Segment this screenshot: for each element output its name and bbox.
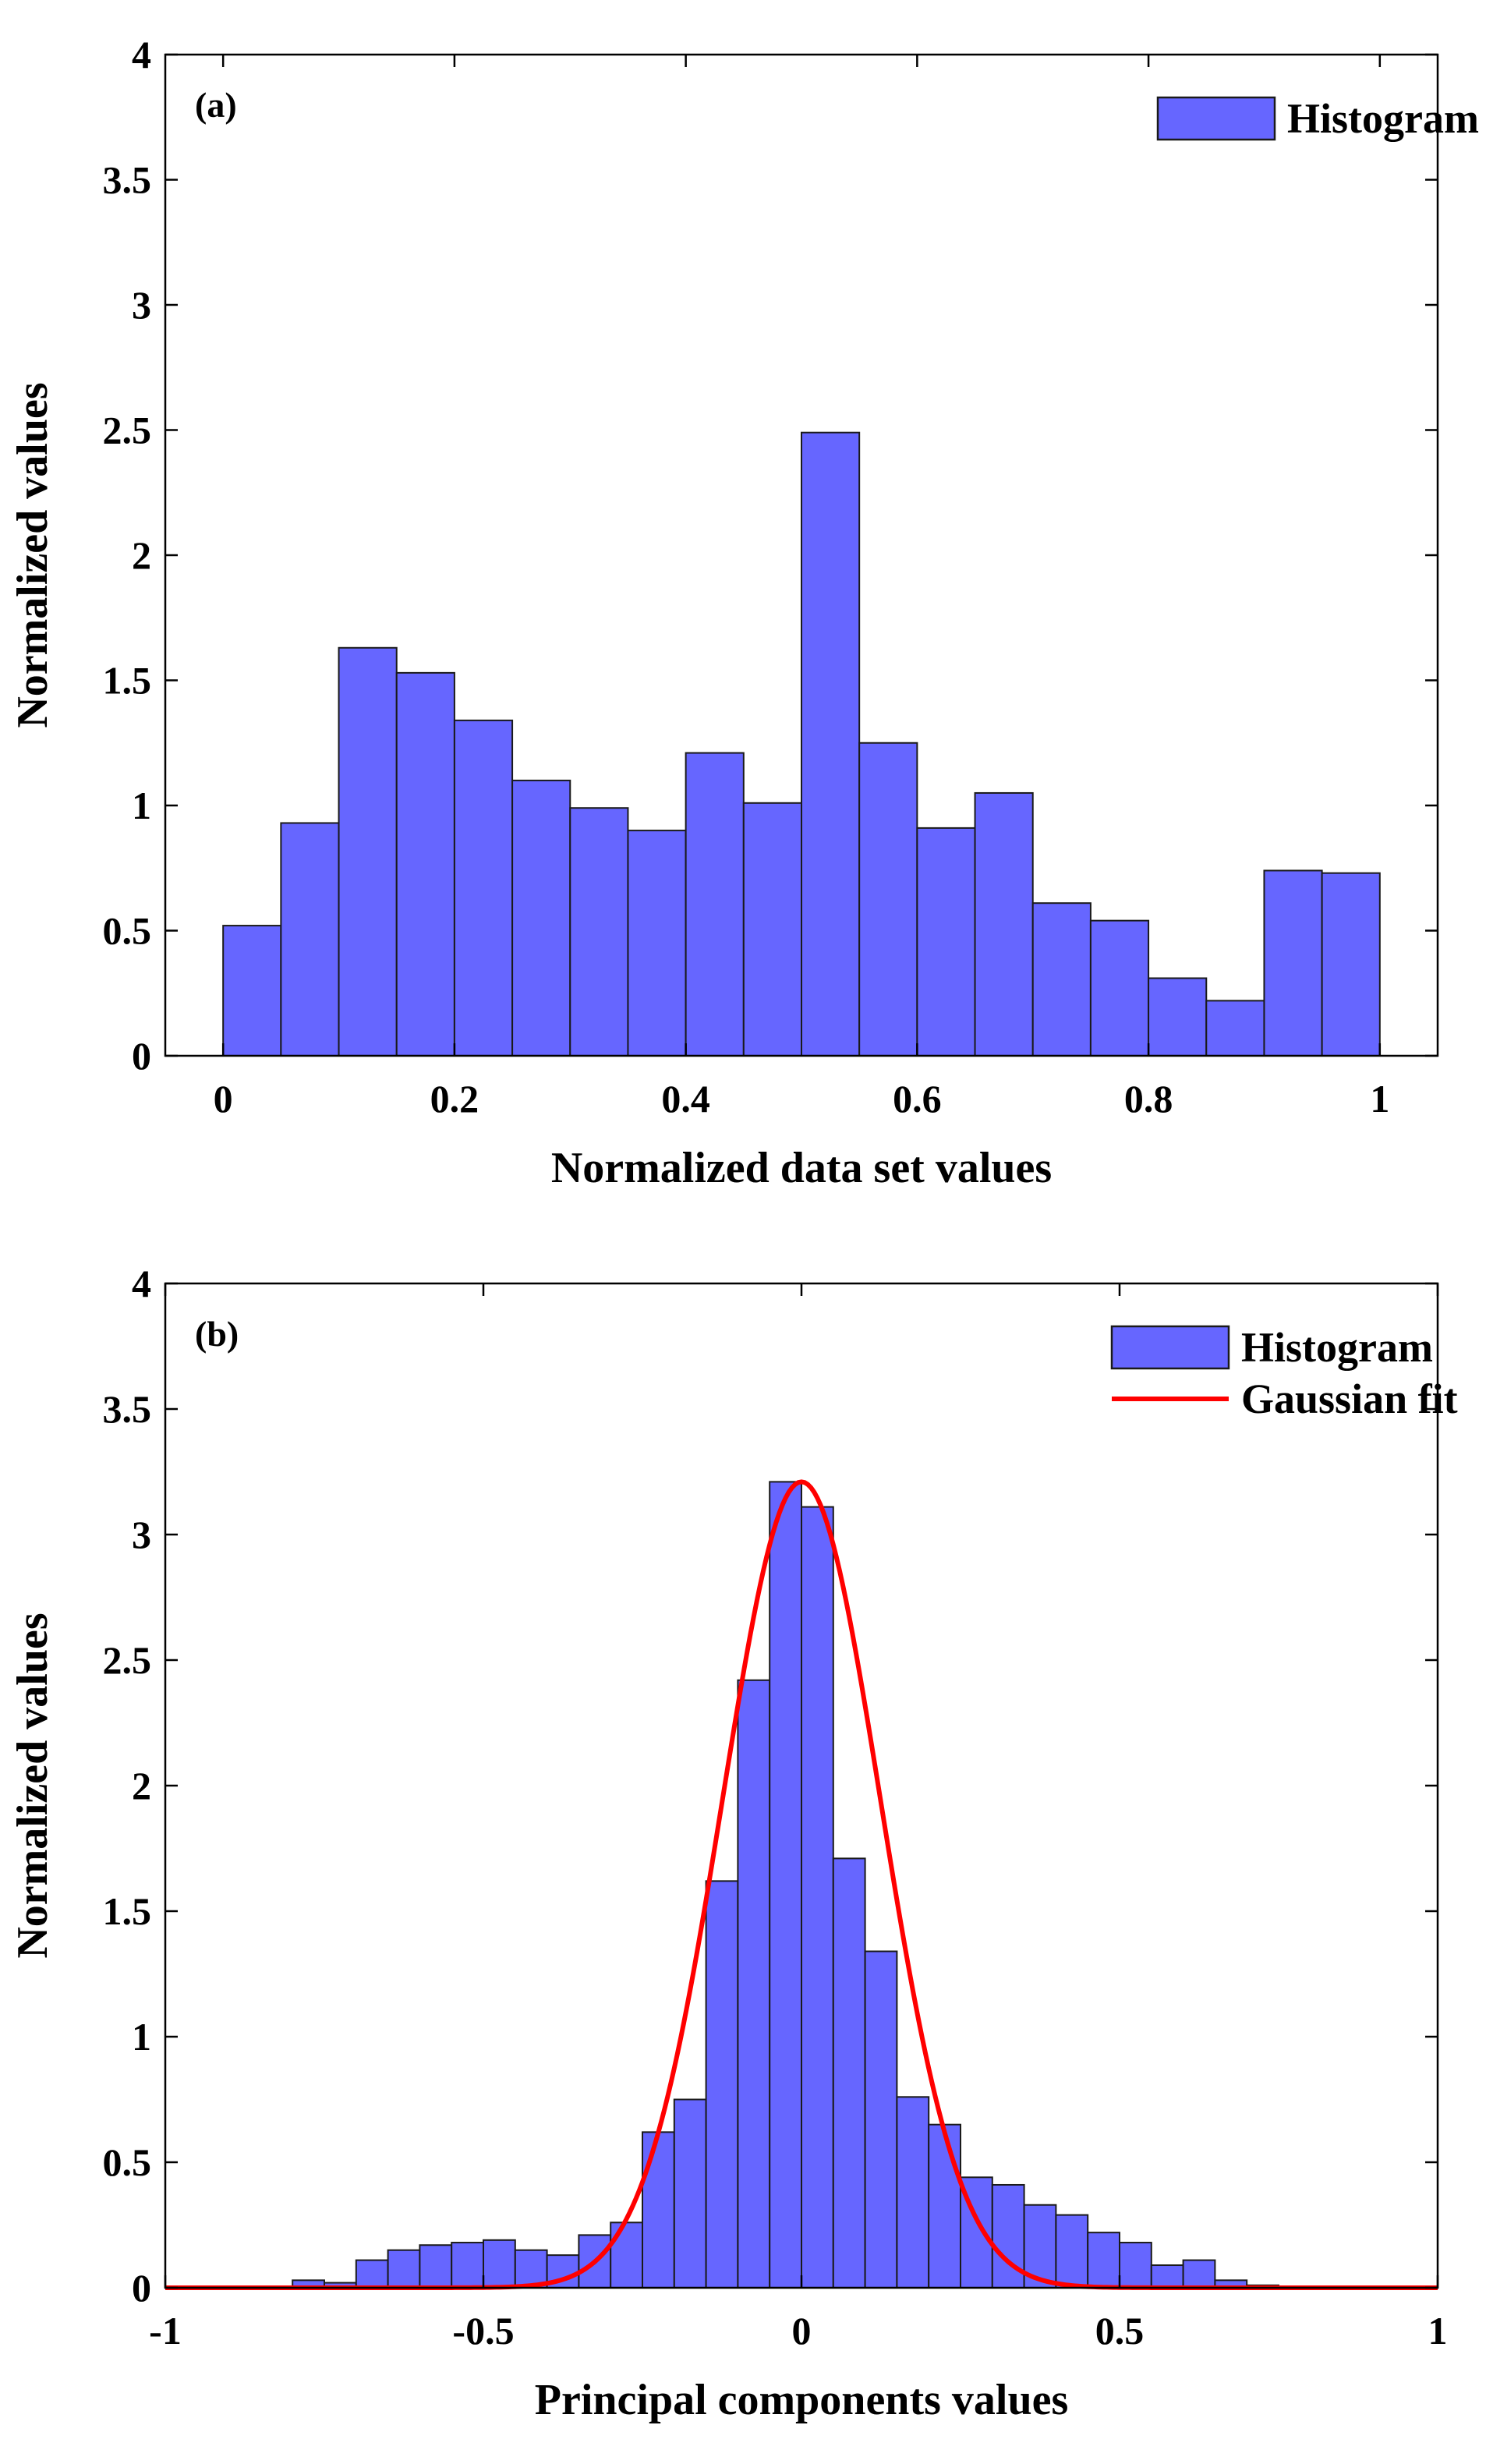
y-tick-label: 4: [132, 33, 151, 76]
y-tick-label: 3: [132, 283, 151, 327]
histogram-bar: [858, 742, 918, 1057]
x-tick-label: 0.8: [1124, 1077, 1173, 1120]
histogram-bar: [1321, 872, 1381, 1057]
y-axis-label: Normalized values: [9, 382, 57, 728]
chart-panel-0: 0 0.5 1 1.5 2 2.5 3 3.5 4 0 0.2 0.4 0.6 0.8 1 Normalize…: [9, 33, 1479, 1192]
histogram-bar: [627, 830, 687, 1057]
legend-swatch: [1156, 96, 1276, 141]
histogram-bar: [642, 2131, 675, 2289]
y-tick-label: 0: [132, 2266, 151, 2310]
panel-label: (b): [195, 1314, 239, 1354]
histogram-bar: [1205, 1000, 1265, 1057]
legend-swatch: [1110, 1325, 1230, 1370]
y-tick-label: 1: [132, 2015, 151, 2059]
x-tick-label: 0.4: [661, 1077, 710, 1120]
y-tick-label: 3: [132, 1513, 151, 1556]
x-axis-label: Principal components values: [535, 2376, 1068, 2424]
x-tick-label: -1: [149, 2309, 182, 2352]
histogram-bar: [511, 779, 571, 1057]
histogram-bar: [685, 752, 745, 1057]
histogram-bar: [1150, 2264, 1184, 2289]
histogram-bar: [737, 1679, 771, 2289]
chart-panel-1: 0 0.5 1 1.5 2 2.5 3 3.5 4 -1 -0.5 0 0.5 1 Principal co…: [9, 1262, 1458, 2424]
histogram-bar: [801, 431, 861, 1057]
y-tick-label: 3.5: [103, 158, 152, 202]
histogram-bar: [1087, 2232, 1120, 2289]
histogram-bar: [1148, 977, 1208, 1057]
panel-label: (a): [195, 85, 237, 125]
histogram-bar: [916, 827, 976, 1057]
histogram-bar: [419, 2244, 453, 2289]
histogram-bar: [928, 2123, 961, 2289]
legend-label: Gaussian fit: [1241, 1375, 1458, 1422]
x-tick-label: 0: [792, 2309, 812, 2352]
y-tick-label: 1.5: [103, 659, 152, 703]
x-axis-label: Normalized data set values: [551, 1144, 1052, 1192]
histogram-bar: [395, 671, 455, 1057]
histogram-bar: [769, 1481, 803, 2289]
histogram-bar: [1263, 869, 1323, 1057]
histogram-bar: [355, 2259, 389, 2289]
y-tick-label: 0.5: [103, 2140, 152, 2184]
histogram-bar: [569, 807, 629, 1057]
histogram-bar: [222, 925, 282, 1057]
histogram-bar: [338, 646, 398, 1057]
histogram-bar: [974, 791, 1034, 1057]
histogram-bar: [673, 2098, 707, 2289]
histogram-bar: [1031, 902, 1092, 1057]
y-tick-label: 4: [132, 1262, 151, 1305]
histogram-bar: [610, 2221, 644, 2289]
histogram-bar: [451, 2242, 485, 2289]
histogram-bar: [801, 1506, 834, 2289]
y-tick-label: 2: [132, 1764, 151, 1807]
histogram-bar: [1119, 2242, 1152, 2289]
histogram-bar: [1182, 2259, 1216, 2289]
y-axis-label: Normalized values: [9, 1613, 57, 1958]
y-tick-label: 2.5: [103, 409, 152, 452]
histogram-bar: [1055, 2214, 1089, 2289]
histogram-bar: [453, 719, 514, 1057]
y-tick-label: 0.5: [103, 909, 152, 953]
legend-label: Histogram: [1287, 95, 1479, 142]
x-tick-label: 0.2: [430, 1077, 479, 1120]
histogram-bar: [742, 802, 802, 1057]
y-tick-label: 2: [132, 533, 151, 577]
x-tick-label: 0: [214, 1077, 233, 1120]
histogram-bar: [1089, 919, 1150, 1057]
y-tick-label: 1.5: [103, 1889, 152, 1933]
histogram-bar: [705, 1880, 739, 2289]
histogram-bar: [483, 2239, 516, 2289]
histogram-bar: [896, 2096, 930, 2289]
x-tick-label: -0.5: [452, 2309, 514, 2352]
legend-label: Histogram: [1241, 1324, 1433, 1371]
y-tick-label: 3.5: [103, 1387, 152, 1431]
x-tick-label: 0.5: [1095, 2309, 1145, 2352]
x-tick-label: 1: [1370, 1077, 1389, 1120]
histogram-bar: [280, 822, 340, 1057]
x-tick-label: 1: [1428, 2309, 1448, 2352]
histogram-bar: [387, 2249, 421, 2289]
x-tick-label: 0.6: [893, 1077, 942, 1120]
y-tick-label: 1: [132, 784, 151, 827]
y-tick-label: 2.5: [103, 1638, 152, 1682]
histogram-bar: [864, 1950, 898, 2289]
histogram-bar: [832, 1857, 866, 2289]
y-tick-label: 0: [132, 1034, 151, 1078]
